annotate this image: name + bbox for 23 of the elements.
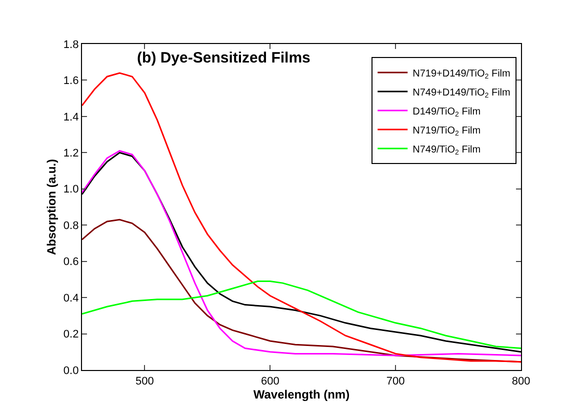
line-series [82,280,521,350]
legend-label: N749+D149/TiO$_{2}$ Film [412,87,510,100]
y-axis-title: Absorption (a.u.) [44,159,59,255]
chart-title: (b) Dye-Sensitized Films [137,49,310,66]
y-tick-label: 1.6 [63,75,79,88]
x-axis-title: Wavelength (nm) [253,387,350,402]
x-tick-label: 600 [260,375,280,388]
x-tick-label: 500 [136,375,154,388]
y-tick-label: 0.2 [63,328,79,341]
x-tick-label: 800 [512,375,530,388]
x-tick-label: 700 [386,375,405,388]
legend-label: N749/TiO$_{2}$ Film [412,144,481,157]
y-tick-label: 1.4 [63,111,79,124]
y-tick-label: 1.2 [63,148,79,160]
y-tick-label: 1.8 [63,38,79,51]
y-tick-label: 0.4 [63,292,79,304]
y-tick-label: 0.6 [63,256,79,268]
legend-label: N719+D149/TiO$_{2}$ Film [412,68,510,81]
legend-label: N719/TiO$_{2}$ Film [412,125,481,138]
y-tick-label: 1.0 [63,184,79,196]
legend-label: D149/TiO$_{2}$ Film [412,106,481,119]
y-tick-label: 0.8 [63,220,79,232]
y-tick-label: 0.0 [63,364,79,377]
